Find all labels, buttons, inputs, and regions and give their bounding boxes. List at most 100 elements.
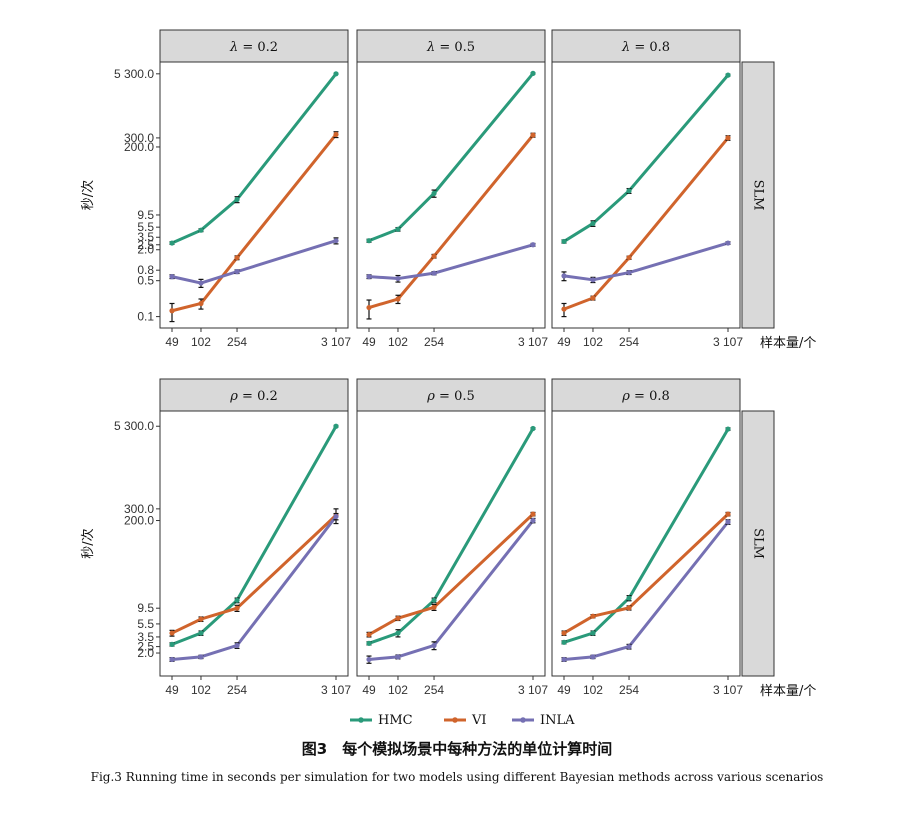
y-tick-label: 3.5: [137, 630, 154, 644]
series-line-hmc: [368, 427, 535, 645]
series-line-vi: [563, 513, 730, 635]
legend-label-hmc: HMC: [378, 713, 413, 728]
data-point-inla: [395, 654, 401, 660]
y-tick-label: 0.8: [137, 263, 154, 277]
data-point-inla: [725, 519, 731, 525]
y-tick-label: 9.5: [137, 601, 154, 615]
strip-value: = 0.8: [630, 40, 670, 55]
strip-symbol: λ: [621, 40, 630, 55]
strip-symbol: λ: [426, 40, 435, 55]
x-tick-label: 102: [583, 335, 603, 349]
data-point-inla: [333, 238, 339, 244]
data-point-hmc: [333, 71, 339, 77]
data-point-vi: [333, 131, 339, 138]
y-tick-label: 2.5: [137, 640, 154, 654]
x-tick-label: 3 107: [713, 683, 743, 697]
data-point-hmc: [725, 426, 731, 432]
x-tick-label: 3 107: [518, 335, 548, 349]
x-tick-label: 49: [557, 683, 571, 697]
data-point-vi: [169, 630, 175, 636]
data-point-vi: [530, 132, 536, 138]
strip-label: ρ = 0.5: [426, 389, 475, 404]
strip-value: = 0.5: [435, 40, 475, 55]
panel-strip: [551, 29, 741, 63]
row-strip-1: SLM: [741, 61, 775, 329]
y-tick-label: 9.5: [137, 208, 154, 222]
legend-point-vi: [452, 717, 458, 723]
y-axis-title: 秒/次: [80, 180, 96, 210]
row-strip-label: SLM: [751, 528, 766, 559]
series-line-inla: [171, 515, 338, 661]
y-tick-label: 0.1: [137, 310, 154, 324]
data-point-vi: [561, 630, 567, 636]
strip-label: λ = 0.8: [621, 40, 670, 55]
panel-1-3: λ = 0.8 49 102 254 3 107: [551, 29, 743, 349]
panel-border: [551, 61, 741, 329]
x-tick-label: 254: [619, 683, 639, 697]
x-tick-label: 3 107: [713, 335, 743, 349]
data-point-inla: [561, 273, 567, 279]
data-point-vi: [395, 615, 401, 621]
data-point-inla: [234, 269, 240, 275]
data-point-vi: [198, 300, 204, 307]
data-point-hmc: [395, 226, 401, 232]
panel-1-2: λ = 0.5 49 102 254 3 107: [356, 29, 548, 349]
y-tick-label: 5.5: [137, 617, 154, 631]
data-point-hmc: [530, 70, 536, 77]
series-line-hmc: [563, 428, 730, 644]
x-tick-label: 3 107: [518, 683, 548, 697]
series-line-vi: [563, 136, 730, 311]
data-point-hmc: [366, 640, 372, 646]
data-point-inla: [198, 654, 204, 660]
strip-value: = 0.2: [238, 40, 278, 55]
series-line-inla: [563, 521, 730, 661]
data-point-hmc: [431, 190, 437, 196]
y-tick-label: 2.0: [137, 243, 154, 257]
y-tick-label: 200.0: [124, 514, 154, 528]
data-point-hmc: [530, 425, 536, 432]
data-point-hmc: [561, 639, 567, 645]
x-axis-title: 样本量/个: [760, 684, 816, 699]
x-tick-label: 254: [619, 335, 639, 349]
row-strip-label: SLM: [751, 180, 766, 211]
data-point-hmc: [198, 227, 204, 233]
x-tick-label: 49: [165, 335, 179, 349]
x-tick-label: 254: [424, 335, 444, 349]
panel-strip: [551, 378, 741, 412]
y-tick-label: 300.0: [124, 502, 154, 516]
data-point-vi: [431, 604, 437, 610]
y-axis-title: 秒/次: [80, 528, 96, 558]
data-point-hmc: [590, 220, 596, 227]
row-strip-2: SLM: [741, 410, 775, 677]
panel-2-3: ρ = 0.8 49 102 254 3 107: [551, 378, 743, 697]
y-tick-label: 0.5: [137, 274, 154, 288]
data-point-hmc: [725, 72, 731, 78]
data-point-vi: [590, 613, 596, 619]
data-point-hmc: [561, 238, 567, 245]
x-tick-label: 254: [227, 335, 247, 349]
y-tick-label: 5 300.0: [114, 419, 154, 433]
data-point-inla: [431, 642, 437, 649]
panel-2-1: ρ = 0.2 49 102 254 3 107 2.02.53.55.5 9.5 200.0…: [114, 378, 351, 697]
data-point-inla: [561, 656, 567, 663]
strip-symbol: ρ: [426, 389, 435, 404]
panel-border: [159, 61, 349, 329]
legend: HMC VI INLA: [350, 713, 575, 728]
legend-point-hmc: [358, 717, 364, 723]
strip-label: λ = 0.5: [426, 40, 475, 55]
x-tick-label: 102: [583, 683, 603, 697]
strip-value: = 0.8: [630, 389, 670, 404]
series-line-hmc: [563, 74, 730, 243]
data-point-vi: [198, 616, 204, 622]
x-tick-label: 49: [557, 335, 571, 349]
y-tick-label: 5 300.0: [114, 67, 154, 81]
panel-strip: [356, 29, 546, 63]
data-point-inla: [530, 242, 536, 248]
panel-border: [356, 61, 546, 329]
y-tick-label: 200.0: [124, 140, 154, 154]
data-point-inla: [366, 656, 372, 663]
panel-2-2: ρ = 0.5 49 102 254 3 107: [356, 378, 548, 697]
data-point-vi: [169, 308, 175, 314]
data-point-hmc: [366, 238, 372, 244]
